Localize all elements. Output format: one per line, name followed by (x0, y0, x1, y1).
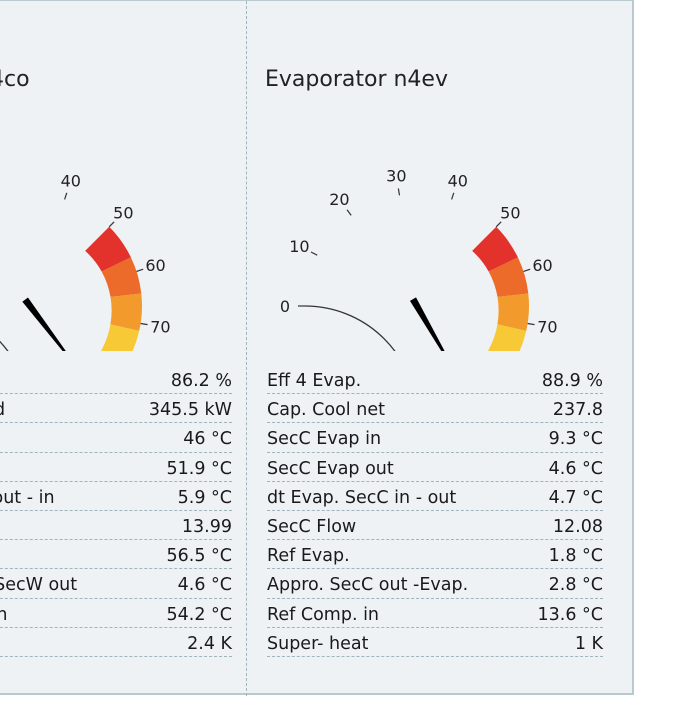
row-value: 237.8 (552, 400, 603, 421)
gauge-band (472, 226, 518, 272)
gauge-tick (64, 192, 68, 200)
table-row: lve in 54.2 °C (0, 599, 232, 628)
gauge-arc (304, 305, 396, 351)
gauge-arc (0, 340, 9, 351)
row-value: 4.6 °C (177, 575, 232, 596)
row-label: Eff 4 Evap. (267, 371, 362, 392)
gauge-tick (140, 322, 148, 326)
row-value: 2.8 °C (548, 575, 603, 596)
table-row: out51.9 °C (0, 453, 232, 482)
gauge-tick (527, 322, 535, 326)
gauge-band (101, 324, 140, 351)
gauge-needle (22, 297, 66, 351)
table-row: Cap. Cool net 237.8 (267, 394, 603, 424)
row-value: 4.7 °C (548, 487, 603, 508)
row-label: d. - SecW out (0, 575, 78, 596)
condenser-column: r n4co 405060708090100 86.2 %Cond345.5 k… (0, 1, 247, 696)
row-label: SecC Flow (267, 517, 357, 538)
gauge-tick-label: 70 (150, 318, 170, 337)
gauge-tick (108, 221, 115, 228)
table-row: SecC Flow 12.08 (267, 511, 603, 541)
gauge-tick (346, 209, 352, 216)
table-row: 13.99 (0, 511, 232, 541)
gauge-tick (495, 221, 502, 228)
row-label: Cap. Cool net (267, 400, 385, 421)
row-label: Appro. SecC out -Evap. (267, 575, 469, 596)
gauge-band (497, 293, 529, 331)
row-label: SecC Evap in (267, 429, 382, 450)
table-row: Ref Evap. 1.8 °C (267, 540, 603, 570)
row-value: 13.6 °C (537, 604, 604, 625)
gauge-tick-label: 40 (448, 171, 468, 190)
row-label: Super- heat (267, 633, 369, 654)
gauge-band (488, 324, 527, 351)
table-row: Eff 4 Evap. 88.9 % (267, 365, 603, 395)
table-row: cW out - in 5.9 °C (0, 482, 232, 511)
efficiency-panel: r n4co 405060708090100 86.2 %Cond345.5 k… (0, 0, 634, 696)
gauge-band (101, 257, 142, 297)
row-value: 51.9 °C (166, 458, 233, 479)
row-value: 13.99 (181, 517, 232, 538)
gauge-band (85, 226, 131, 272)
table-row: 86.2 % (0, 365, 232, 395)
table-row: Appro. SecC out -Evap. 2.8 °C (267, 569, 603, 599)
table-row: Cond 345.5 kW (0, 394, 232, 424)
gauge-band (110, 293, 143, 331)
gauge-tick-label: 50 (113, 204, 133, 223)
gauge-tick (310, 251, 318, 256)
row-value: 54.2 °C (166, 604, 233, 625)
gauge-tick-label: 60 (532, 256, 552, 275)
table-row: Super- heat 1 K (267, 628, 603, 657)
row-value: 1.8 °C (548, 546, 603, 567)
table-row: in46 °C (0, 423, 232, 453)
condenser-title: r n4co (0, 67, 30, 92)
row-value: 4.6 °C (548, 458, 603, 479)
condenser-table: 86.2 %Cond345.5 kWin46 °Cout51.9 °CcW ou… (0, 365, 232, 657)
row-label: dt Evap. SecC in - out (267, 487, 457, 508)
gauge-tick-label: 60 (145, 256, 165, 275)
row-label: Cond (0, 400, 5, 420)
evaporator-title: Evaporator n4ev (265, 67, 448, 92)
evaporator-gauge: 0102030405060708090100 (280, 167, 558, 351)
row-value: 9.3 °C (548, 429, 603, 450)
row-value: 88.9 % (541, 371, 603, 392)
gauge-tick (397, 188, 401, 196)
table-row: t.2.4 K (0, 628, 232, 657)
gauge-tick (136, 268, 144, 272)
row-value: 12.08 (552, 517, 603, 538)
table-row: d. - SecW out 4.6 °C (0, 569, 232, 599)
gauge-tick-label: 0 (280, 297, 290, 316)
row-value: 2.4 K (187, 633, 232, 654)
row-value: 56.5 °C (166, 546, 233, 567)
row-label: cW out - in (0, 487, 55, 508)
row-label: SecC Evap out (267, 458, 394, 479)
gauge-tick-label: 10 (289, 237, 309, 256)
table-row: SecC Evap in 9.3 °C (267, 423, 603, 453)
table-row: Ref Comp. in 13.6 °C (267, 599, 603, 628)
row-label: Ref Evap. (267, 546, 350, 567)
gauge-tick-label: 40 (61, 171, 81, 190)
gauge-tick (523, 268, 531, 272)
condenser-gauge: 405060708090100 (0, 171, 171, 351)
evaporator-table: Eff 4 Evap. 88.9 % Cap. Cool net 237.8 SecC … (267, 365, 603, 657)
row-value: 86.2 % (170, 371, 232, 392)
row-label: Ref Comp. in (267, 604, 380, 625)
row-value: 345.5 kW (148, 400, 232, 421)
gauge-tick-label: 20 (329, 190, 349, 209)
evaporator-column: Evaporator n4ev 0102030405060708090100 E… (247, 1, 632, 696)
table-row: SecC Evap out 4.6 °C (267, 453, 603, 482)
gauge-tick-label: 50 (500, 204, 520, 223)
table-row: dt Evap. SecC in - out 4.7 °C (267, 482, 603, 511)
gauge-needle (409, 297, 445, 351)
row-value: 5.9 °C (177, 487, 232, 508)
row-label: lve in (0, 605, 8, 625)
table-row: 56.5 °C (0, 540, 233, 570)
row-value: 1 K (574, 633, 603, 654)
gauge-tick-label: 70 (537, 318, 557, 337)
row-value: 46 °C (183, 429, 232, 450)
gauge-tick (451, 192, 455, 200)
gauge-band (488, 257, 529, 297)
gauge-tick-label: 30 (386, 167, 406, 186)
